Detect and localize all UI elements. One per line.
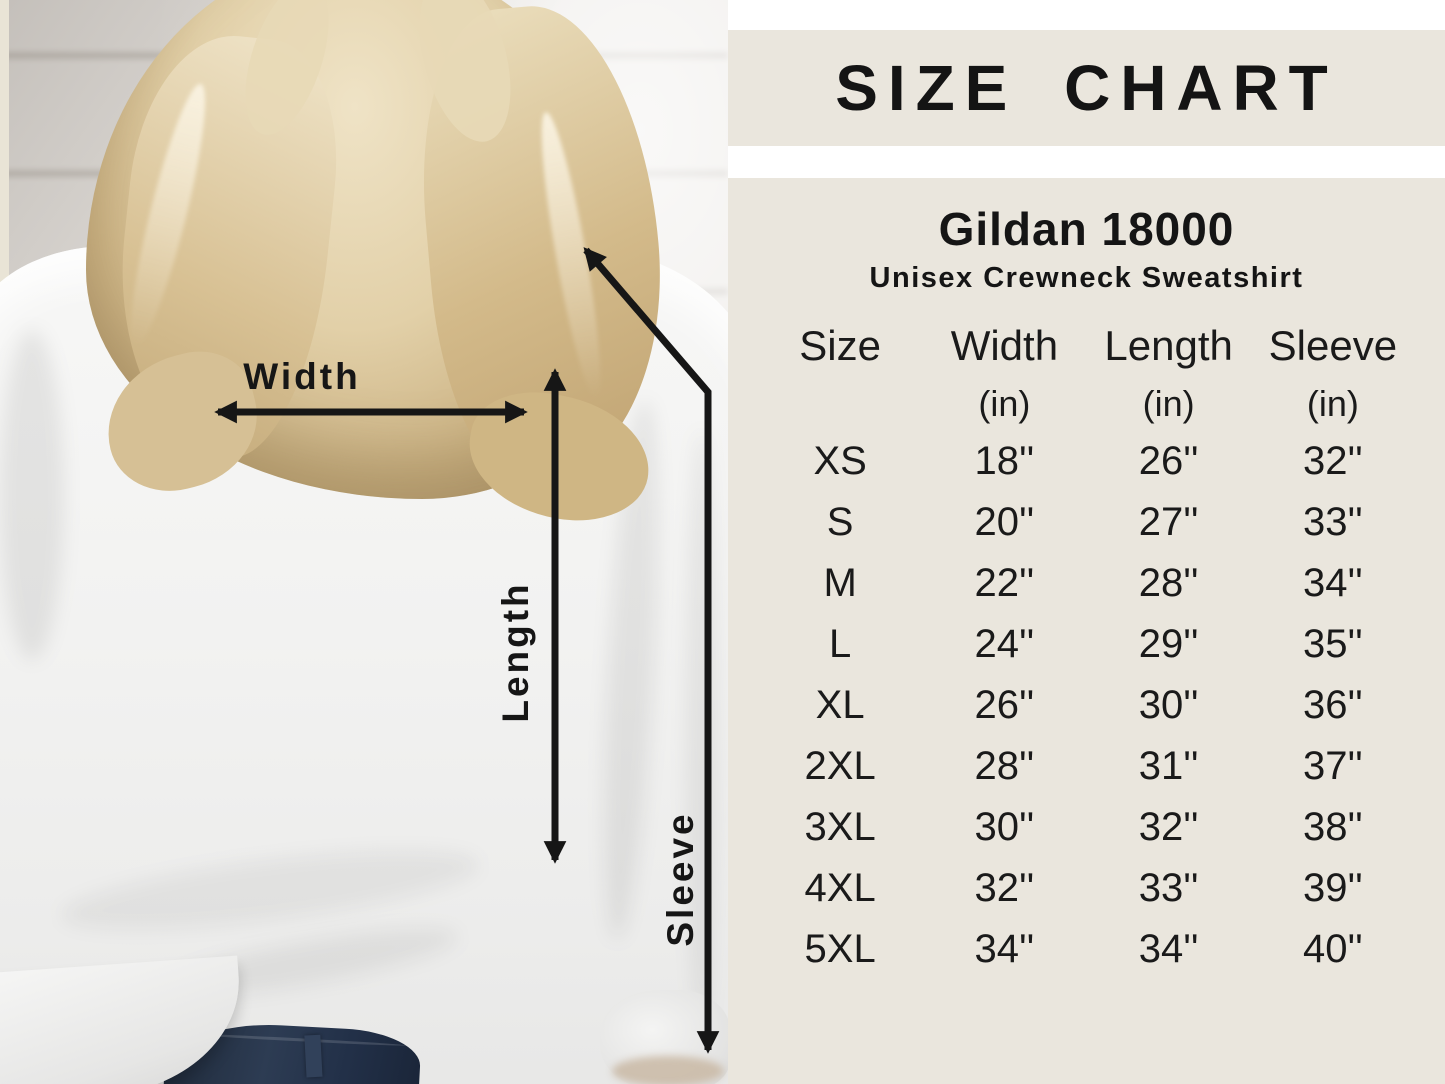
table-cell: 30'' [974, 805, 1035, 849]
table-row: L 24'' 29'' 35'' [758, 614, 1415, 675]
size-chart-panel: SIZE CHART Gildan 18000 Unisex Crewneck … [728, 0, 1445, 1084]
table-cell: 36'' [1302, 683, 1363, 727]
hand [612, 1056, 724, 1084]
table-cell: 33'' [1302, 500, 1363, 544]
table-cell: 26'' [974, 683, 1035, 727]
table-cell [758, 377, 922, 431]
table-cell: 3XL [804, 805, 876, 849]
table-row: S 20'' 27'' 33'' [758, 492, 1415, 553]
table-cell: 28'' [974, 744, 1035, 788]
table-cell: 28'' [1138, 561, 1199, 605]
table-cell: M [823, 561, 857, 605]
table-cell: 40'' [1302, 927, 1363, 971]
table-cell: 24'' [974, 622, 1035, 666]
measurement-arrows [214, 247, 720, 1054]
table-cell: 30'' [1138, 683, 1199, 727]
table-cell: 34'' [1138, 927, 1199, 971]
title-band: SIZE CHART [728, 30, 1445, 146]
table-cell: Width [950, 322, 1059, 369]
table-cell: 32'' [1138, 805, 1199, 849]
size-table: Size Width Length Sleeve (in) (in) (in) XS 18''… [758, 315, 1415, 980]
table-cell: 37'' [1302, 744, 1363, 788]
table-header-row: Size Width Length Sleeve [758, 315, 1415, 377]
table-cell: 26'' [1138, 439, 1199, 483]
length-label: Length [495, 581, 536, 723]
table-cell: 29'' [1138, 622, 1199, 666]
table-cell: XL [815, 683, 865, 727]
page-title: SIZE CHART [835, 52, 1338, 124]
table-cell: 35'' [1302, 622, 1363, 666]
table-cell: Size [799, 322, 881, 369]
table-cell: Sleeve [1268, 322, 1398, 369]
table-cell: 31'' [1138, 744, 1199, 788]
size-chart-body: Gildan 18000 Unisex Crewneck Sweatshirt … [728, 178, 1445, 1084]
table-cell: 32'' [974, 866, 1035, 910]
table-cell: 38'' [1302, 805, 1363, 849]
size-table-head: Size Width Length Sleeve (in) (in) (in) [758, 315, 1415, 431]
table-cell: (in) [1306, 383, 1359, 424]
table-row: M 22'' 28'' 34'' [758, 553, 1415, 614]
table-row: 4XL 32'' 33'' 39'' [758, 858, 1415, 919]
width-label: Width [243, 356, 361, 397]
product-subtitle: Unisex Crewneck Sweatshirt [869, 262, 1304, 294]
table-row: 3XL 30'' 32'' 38'' [758, 797, 1415, 858]
sweatshirt-fold [0, 330, 64, 660]
table-cell: Length [1104, 322, 1233, 369]
table-cell: 4XL [804, 866, 876, 910]
table-cell: 33'' [1138, 866, 1199, 910]
model-photo: Width Length Sleeve [0, 0, 728, 1084]
table-cell: 39'' [1302, 866, 1363, 910]
table-cell: S [826, 500, 854, 544]
sleeve-arrow [583, 247, 720, 1054]
table-cell: (in) [978, 383, 1031, 424]
product-name: Gildan 18000 [938, 203, 1235, 255]
table-cell: 5XL [804, 927, 876, 971]
sleeve-label: Sleeve [660, 811, 701, 947]
table-cell: XS [813, 439, 867, 483]
table-row: XL 26'' 30'' 36'' [758, 675, 1415, 736]
table-cell: 2XL [804, 744, 876, 788]
table-cell: 20'' [974, 500, 1035, 544]
table-cell: 27'' [1138, 500, 1199, 544]
table-cell: 22'' [974, 561, 1035, 605]
table-row: 5XL 34'' 34'' 40'' [758, 919, 1415, 980]
table-row: 2XL 28'' 31'' 37'' [758, 736, 1415, 797]
table-cell: 34'' [1302, 561, 1363, 605]
size-table-body: XS 18'' 26'' 32'' S 20'' 27'' 33'' M 22'' 28'' 34''… [758, 431, 1415, 980]
table-cell: 32'' [1302, 439, 1363, 483]
table-cell: L [829, 622, 852, 666]
table-row: XS 18'' 26'' 32'' [758, 431, 1415, 492]
table-cell: 34'' [974, 927, 1035, 971]
table-cell: (in) [1142, 383, 1195, 424]
table-cell: 18'' [974, 439, 1035, 483]
units-row: (in) (in) (in) [758, 377, 1415, 431]
